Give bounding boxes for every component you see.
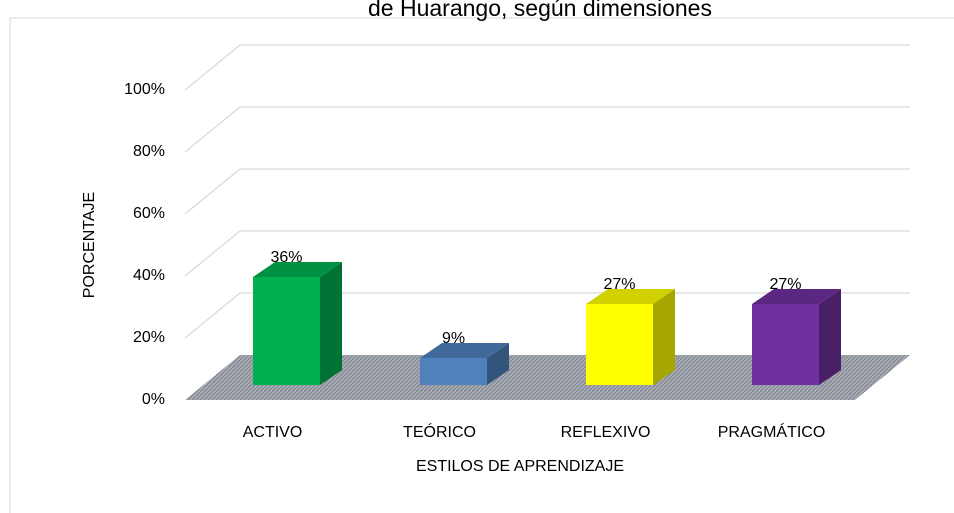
y-tick-label: 100% [124,81,165,98]
bar-top [752,289,841,304]
x-tick-label: REFLEXIVO [561,424,651,441]
bar-top [586,289,675,304]
y-tick-label: 0% [142,391,165,408]
y-axis-title: PORCENTAJE [81,192,98,298]
grid-line [184,106,910,153]
x-tick-label: ACTIVO [243,424,303,441]
x-axis-title: ESTILOS DE APRENDIZAJE [416,458,624,475]
bar [586,289,675,385]
bar [420,343,509,385]
x-tick-label: PRAGMÁTICO [718,422,826,441]
x-tick-label: TEÓRICO [403,422,476,441]
grid-line [184,292,910,339]
bar-side [653,289,675,385]
data-label: 27% [603,276,635,293]
chart-title: de Huarango, según dimensiones [368,0,712,21]
chart-border [9,17,954,513]
data-label: 9% [442,330,465,347]
bar-front [253,277,320,385]
bar-front [586,304,653,385]
bar [752,289,841,385]
grid-line [184,230,910,277]
grid-line [184,44,910,91]
bar-top [420,343,509,358]
floor [185,355,910,400]
bar-front [752,304,819,385]
y-tick-label: 20% [133,329,165,346]
bar [253,262,342,385]
bar-front [420,358,487,385]
bar-side [819,289,841,385]
data-label: 27% [769,276,801,293]
bar-top [253,262,342,277]
bar-side [320,262,342,385]
data-label: 36% [270,249,302,266]
y-tick-label: 60% [133,205,165,222]
grid-line [184,168,910,215]
y-tick-label: 40% [133,267,165,284]
bar-side [487,343,509,385]
y-tick-label: 80% [133,143,165,160]
